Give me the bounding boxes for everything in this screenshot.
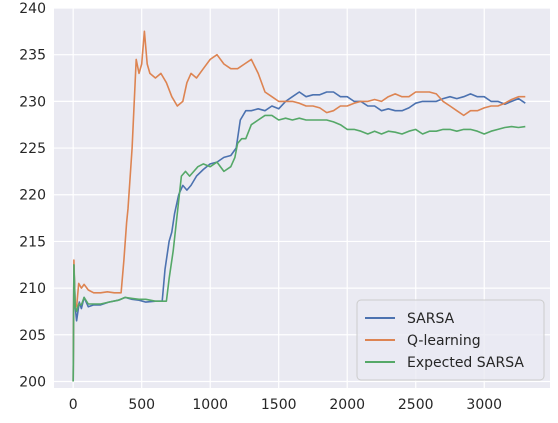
y-tick-label: 205 (19, 328, 46, 344)
x-tick-label: 0 (69, 397, 78, 413)
series-line-expected-sarsa (72, 114, 526, 382)
legend: SARSA Q-learning Expected SARSA (356, 299, 545, 381)
y-tick-label: 230 (19, 94, 46, 110)
legend-label-expected-sarsa: Expected SARSA (407, 355, 524, 371)
x-tick-label: 2000 (329, 397, 365, 413)
y-tick-label: 240 (19, 1, 46, 17)
legend-label-sarsa: SARSA (407, 311, 455, 327)
tick-labels: 200 205 210 215 220 225 230 235 240 0 500 1000 1500 2… (19, 1, 502, 413)
y-tick-label: 225 (19, 141, 46, 157)
legend-label-q-learning: Q-learning (407, 333, 481, 349)
x-tick-label: 500 (128, 397, 155, 413)
y-tick-label: 215 (19, 234, 46, 250)
y-tick-label: 200 (19, 374, 46, 390)
series-line-q-learning (72, 30, 526, 382)
legend-box (356, 299, 545, 381)
x-tick-label: 3000 (466, 397, 502, 413)
x-tick-label: 2500 (398, 397, 434, 413)
x-tick-label: 1000 (192, 397, 228, 413)
y-tick-label: 210 (19, 281, 46, 297)
series-layer (72, 30, 526, 382)
x-tick-label: 1500 (261, 397, 297, 413)
y-tick-label: 220 (19, 188, 46, 204)
y-tick-label: 235 (19, 48, 46, 64)
